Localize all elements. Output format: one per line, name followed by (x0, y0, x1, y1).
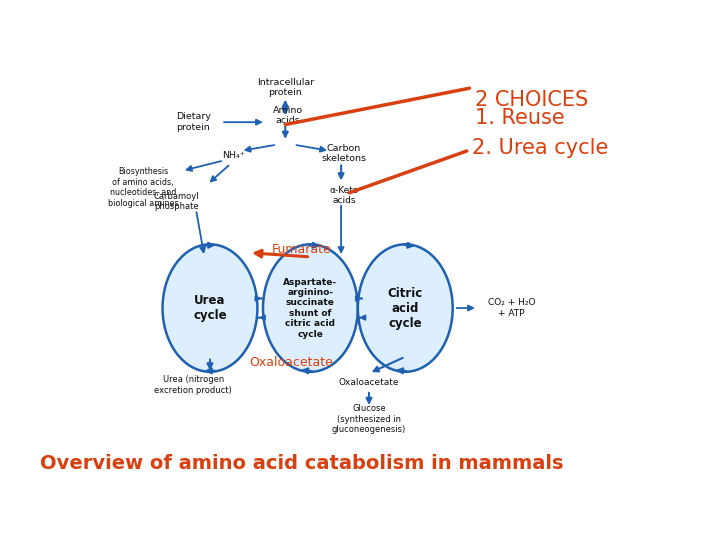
Text: Amino
acids: Amino acids (273, 106, 303, 125)
Text: Oxaloacetate: Oxaloacetate (249, 356, 333, 369)
Text: Aspartate-
arginino-
succinate
shunt of
citric acid
cycle: Aspartate- arginino- succinate shunt of … (284, 278, 338, 339)
Text: Urea (nitrogen
excretion product): Urea (nitrogen excretion product) (154, 375, 232, 395)
Text: Intracellular
protein: Intracellular protein (256, 78, 314, 97)
Text: Urea
cycle: Urea cycle (193, 294, 227, 322)
Ellipse shape (263, 244, 358, 372)
Text: Biosynthesis
of amino acids,
nucleotides, and
biological amines: Biosynthesis of amino acids, nucleotides… (108, 167, 179, 207)
Text: 1. Reuse: 1. Reuse (475, 109, 564, 129)
Text: CO₂ + H₂O
+ ATP: CO₂ + H₂O + ATP (487, 298, 535, 318)
Ellipse shape (358, 244, 453, 372)
Text: Oxaloacetate: Oxaloacetate (338, 377, 400, 387)
Text: α-Keto
acids: α-Keto acids (329, 186, 359, 206)
Text: Carbon
skeletons: Carbon skeletons (321, 144, 366, 164)
Text: Citric
acid
cycle: Citric acid cycle (387, 287, 423, 329)
Text: Carbamoyl
phosphate: Carbamoyl phosphate (153, 192, 199, 211)
Text: Glucose
(synthesized in
gluconeogenesis): Glucose (synthesized in gluconeogenesis) (332, 404, 406, 434)
Text: Overview of amino acid catabolism in mammals: Overview of amino acid catabolism in mam… (40, 455, 564, 474)
Text: Fumarate: Fumarate (271, 244, 331, 256)
Text: Dietary
protein: Dietary protein (176, 112, 211, 132)
Text: 2 CHOICES: 2 CHOICES (475, 90, 588, 110)
Text: NH₄⁺: NH₄⁺ (222, 151, 246, 160)
Text: 2. Urea cycle: 2. Urea cycle (472, 138, 608, 158)
Ellipse shape (163, 244, 258, 372)
